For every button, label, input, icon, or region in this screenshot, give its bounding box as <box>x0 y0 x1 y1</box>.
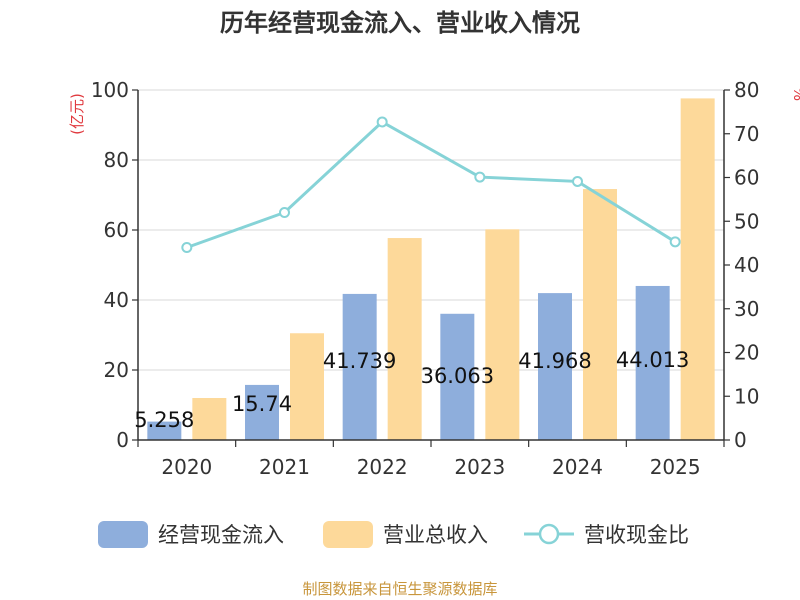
x-tick-label: 2022 <box>357 455 408 479</box>
y-right-tick-label: 20 <box>734 341 759 365</box>
x-tick-label: 2024 <box>552 455 603 479</box>
y-left-tick-label: 80 <box>104 148 129 172</box>
chart-title: 历年经营现金流入、营业收入情况 <box>220 9 580 37</box>
y-right-tick-label: 70 <box>734 122 759 146</box>
bar-cash-inflow <box>635 285 670 440</box>
axes: 0 20 40 60 80 100 0 10 20 30 40 50 60 70 80 2020 2021 202… <box>68 78 800 479</box>
x-tick-label: 2021 <box>259 455 310 479</box>
y-right-tick-label: 50 <box>734 209 759 233</box>
x-tick-label: 2023 <box>454 455 505 479</box>
legend: 经营现金流入 营业总收入 营收现金比 <box>98 521 689 548</box>
data-label-cash-inflow: 5.258 <box>134 408 194 432</box>
bar-cash-inflow <box>342 293 377 440</box>
y-left-tick-label: 0 <box>116 428 129 452</box>
ratio-line-point <box>376 116 388 128</box>
legend-swatch-total-revenue <box>323 521 373 548</box>
data-label-cash-inflow: 41.739 <box>323 349 396 373</box>
data-label-cash-inflow: 41.968 <box>518 349 591 373</box>
y-right-tick-label: 40 <box>734 253 759 277</box>
bar-cash-inflow <box>245 384 279 440</box>
bar-total-revenue <box>485 229 520 440</box>
data-label-cash-inflow: 15.74 <box>232 392 292 416</box>
y-left-tick-label: 40 <box>104 288 129 312</box>
bar-cash-inflow <box>440 313 475 440</box>
data-source-note: 制图数据来自恒生聚源数据库 <box>302 580 497 598</box>
legend-label-ratio: 营收现金比 <box>584 523 689 547</box>
data-labels: 5.258 15.74 41.739 36.063 41.968 44.013 <box>134 348 689 432</box>
x-tick-label: 2025 <box>650 455 701 479</box>
y-left-unit-label: (亿元) <box>68 93 86 135</box>
ratio-line-point <box>572 175 583 187</box>
ratio-line <box>186 120 676 249</box>
bar-total-revenue <box>192 398 227 440</box>
bar-total-revenue <box>583 189 617 440</box>
legend-swatch-cash-inflow <box>98 521 148 548</box>
y-right-tick-label: 30 <box>734 297 759 321</box>
bar-total-revenue <box>387 238 422 440</box>
y-left-tick-label: 100 <box>91 78 129 102</box>
bar-total-revenue <box>290 333 324 440</box>
y-right-tick-label: 60 <box>734 166 759 190</box>
bar-total-revenue <box>680 98 715 441</box>
ratio-line-point <box>474 171 486 183</box>
bar-cash-inflow <box>538 293 572 440</box>
y-right-tick-label: 10 <box>734 384 759 408</box>
x-tick-label: 2020 <box>161 455 212 479</box>
bar-cash-inflow <box>147 421 182 440</box>
y-right-tick-label: 80 <box>734 78 759 102</box>
legend-label-total-revenue: 营业总收入 <box>383 523 488 547</box>
ratio-line-point <box>669 236 681 248</box>
legend-marker-ratio <box>538 523 560 545</box>
ratio-line-point <box>279 207 290 218</box>
data-label-cash-inflow: 44.013 <box>616 348 689 372</box>
ratio-line-point <box>181 242 193 253</box>
y-left-tick-label: 20 <box>104 358 129 382</box>
data-label-cash-inflow: 36.063 <box>421 364 494 388</box>
y-right-tick-label: 0 <box>734 428 747 452</box>
bar-series <box>147 98 715 441</box>
line-series <box>181 116 681 253</box>
y-right-unit-label: % <box>790 87 800 101</box>
legend-label-cash-inflow: 经营现金流入 <box>158 523 284 547</box>
y-left-tick-label: 60 <box>104 218 129 242</box>
